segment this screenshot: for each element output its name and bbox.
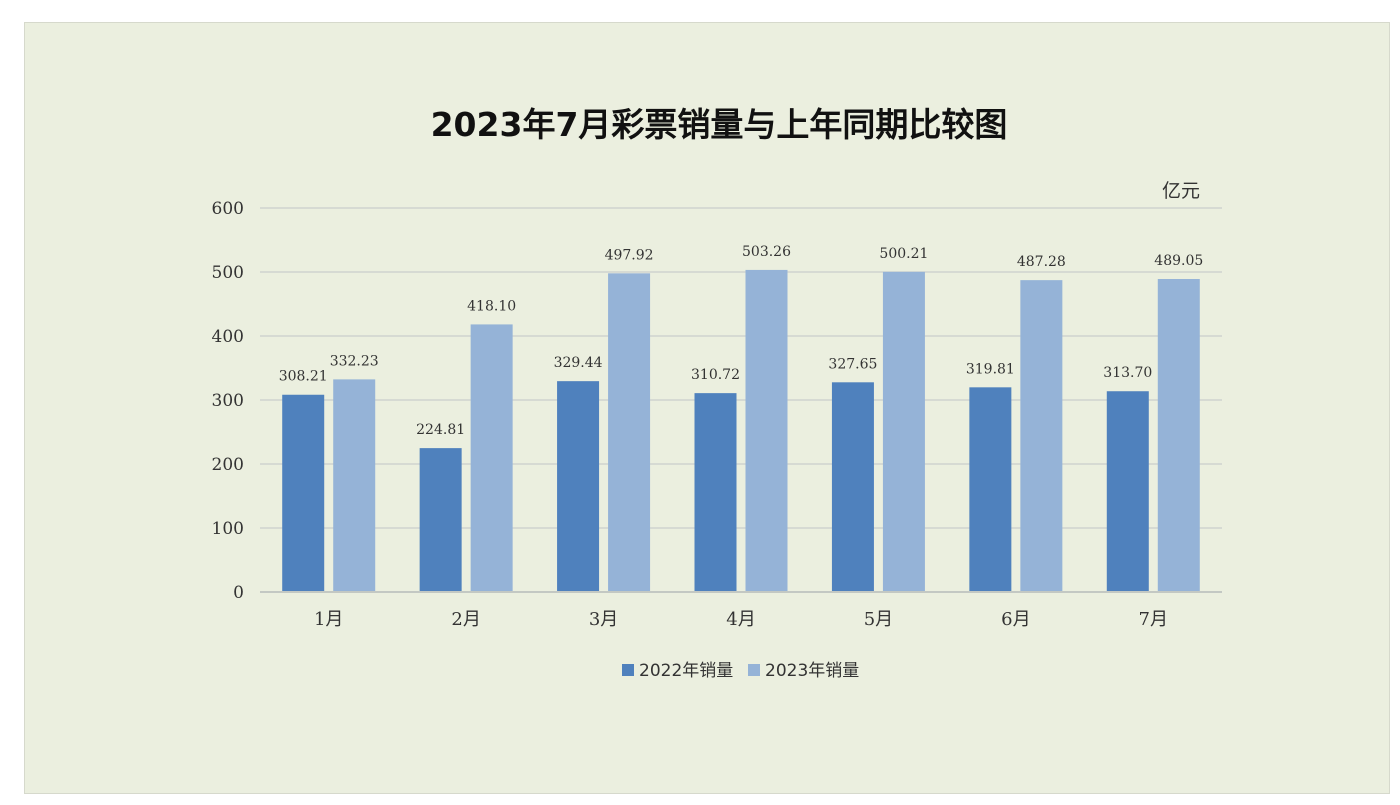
bar-2022-3 — [557, 381, 600, 592]
y-tick-label: 100 — [212, 519, 244, 539]
data-label: 500.21 — [879, 246, 928, 262]
bar-2023-5 — [882, 271, 925, 592]
data-label: 308.21 — [279, 369, 328, 385]
y-tick-label: 0 — [233, 583, 244, 603]
bar-2023-2 — [470, 324, 513, 592]
bar-2023-3 — [608, 273, 651, 592]
data-label: 489.05 — [1154, 253, 1203, 269]
x-tick-label: 3月 — [589, 609, 618, 630]
data-label: 503.26 — [742, 244, 791, 260]
data-label: 310.72 — [691, 367, 740, 383]
data-label: 332.23 — [330, 353, 379, 369]
bar-2022-7 — [1106, 391, 1149, 592]
data-label: 327.65 — [828, 356, 877, 372]
y-axis: 0 100 200 300 400 500 600 — [212, 199, 244, 603]
legend-swatch — [748, 664, 760, 676]
y-tick-label: 300 — [212, 391, 244, 411]
chart-title: 2023年7月彩票销量与上年同期比较图 — [430, 105, 1008, 144]
bar-2023-7 — [1157, 279, 1200, 592]
x-axis: 1月 2月 3月 4月 5月 6月 7月 — [260, 591, 1222, 630]
y-tick-label: 400 — [212, 327, 244, 347]
data-label: 329.44 — [554, 355, 603, 371]
bar-2023-1 — [333, 379, 376, 592]
bar-2022-2 — [419, 448, 462, 592]
bar-2022-5 — [831, 382, 874, 592]
gridlines — [260, 207, 1222, 593]
data-label: 319.81 — [966, 361, 1015, 377]
x-tick-label: 7月 — [1139, 609, 1168, 630]
bar-2022-6 — [969, 387, 1012, 592]
data-label: 313.70 — [1103, 365, 1152, 381]
bar-2023-4 — [745, 269, 788, 592]
y-tick-label: 200 — [212, 455, 244, 475]
x-tick-label: 2月 — [451, 609, 480, 630]
bar-2023-6 — [1020, 280, 1063, 592]
bar-2022-4 — [694, 393, 737, 592]
x-tick-label: 4月 — [726, 609, 755, 630]
data-label: 487.28 — [1017, 254, 1066, 270]
legend-swatch — [622, 664, 634, 676]
data-label: 224.81 — [416, 422, 465, 438]
x-tick-label: 1月 — [314, 609, 343, 630]
bars — [282, 269, 1200, 592]
unit-label: 亿元 — [1162, 180, 1200, 202]
legend-label: 2023年销量 — [765, 661, 859, 681]
legend: 2022年销量 2023年销量 — [622, 661, 859, 681]
x-tick-label: 6月 — [1001, 609, 1030, 630]
x-tick-label: 5月 — [864, 609, 893, 630]
y-tick-label: 600 — [212, 199, 244, 219]
bar-2022-1 — [282, 394, 325, 592]
y-tick-label: 500 — [212, 263, 244, 283]
data-label: 497.92 — [605, 247, 654, 263]
legend-label: 2022年销量 — [639, 661, 733, 681]
data-label: 418.10 — [467, 298, 516, 314]
